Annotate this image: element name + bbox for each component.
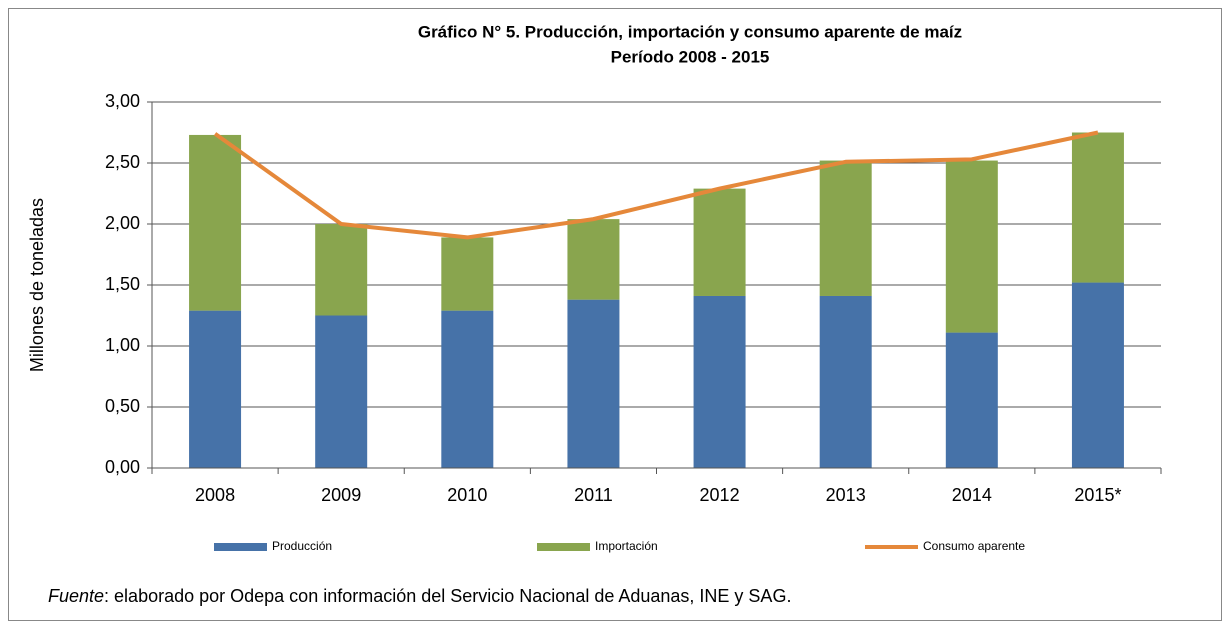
legend-swatch xyxy=(214,543,267,551)
bar xyxy=(441,310,494,468)
chart-title: Gráfico N° 5. Producción, importación y … xyxy=(418,22,962,41)
x-tick-label: 2013 xyxy=(826,485,866,505)
source-text: : elaborado por Odepa con información de… xyxy=(104,586,791,606)
source-note: Fuente: elaborado por Odepa con informac… xyxy=(48,586,791,606)
x-tick-label: 2015* xyxy=(1074,485,1121,505)
legend-label: Consumo aparente xyxy=(923,539,1025,553)
y-tick-label: 0,00 xyxy=(105,457,140,477)
bar xyxy=(693,295,746,468)
legend-label: Producción xyxy=(272,539,332,553)
bar xyxy=(1071,132,1124,283)
legend-swatch xyxy=(537,543,590,551)
y-tick-label: 1,00 xyxy=(105,335,140,355)
chart-subtitle: Período 2008 - 2015 xyxy=(611,47,770,66)
line xyxy=(213,130,1099,240)
bar xyxy=(693,188,746,296)
bar xyxy=(567,219,620,300)
bar xyxy=(945,332,998,468)
bar xyxy=(315,224,368,316)
x-tick-label: 2011 xyxy=(574,485,613,505)
source-label: Fuente xyxy=(48,586,104,606)
bar xyxy=(819,160,872,296)
x-tick-label: 2012 xyxy=(700,485,740,505)
bar xyxy=(441,237,494,311)
legend-label: Importación xyxy=(595,539,658,553)
bar xyxy=(819,295,872,468)
bar xyxy=(1071,282,1124,468)
bar xyxy=(189,134,242,311)
y-tick-label: 0,50 xyxy=(105,396,140,416)
bar xyxy=(315,315,368,468)
y-axis-label: Millones de toneladas xyxy=(27,198,47,372)
x-tick-label: 2010 xyxy=(447,485,487,505)
x-tick-label: 2009 xyxy=(321,485,361,505)
y-tick-label: 2,50 xyxy=(105,152,140,172)
y-tick-label: 3,00 xyxy=(105,91,140,111)
y-tick-label: 2,00 xyxy=(105,213,140,233)
bar xyxy=(945,160,998,333)
y-tick-label: 1,50 xyxy=(105,274,140,294)
bar xyxy=(567,299,620,468)
x-tick-label: 2014 xyxy=(952,485,992,505)
bar xyxy=(189,310,242,468)
x-tick-label: 2008 xyxy=(195,485,235,505)
